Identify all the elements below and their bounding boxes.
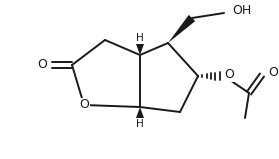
Text: OH: OH: [232, 4, 251, 17]
Text: H: H: [136, 119, 144, 129]
Polygon shape: [136, 44, 144, 55]
Polygon shape: [168, 15, 195, 43]
Text: O: O: [79, 98, 89, 111]
Text: O: O: [37, 59, 47, 72]
Text: O: O: [224, 68, 234, 80]
Text: O: O: [268, 66, 278, 80]
Polygon shape: [136, 107, 144, 118]
Text: H: H: [136, 33, 144, 43]
